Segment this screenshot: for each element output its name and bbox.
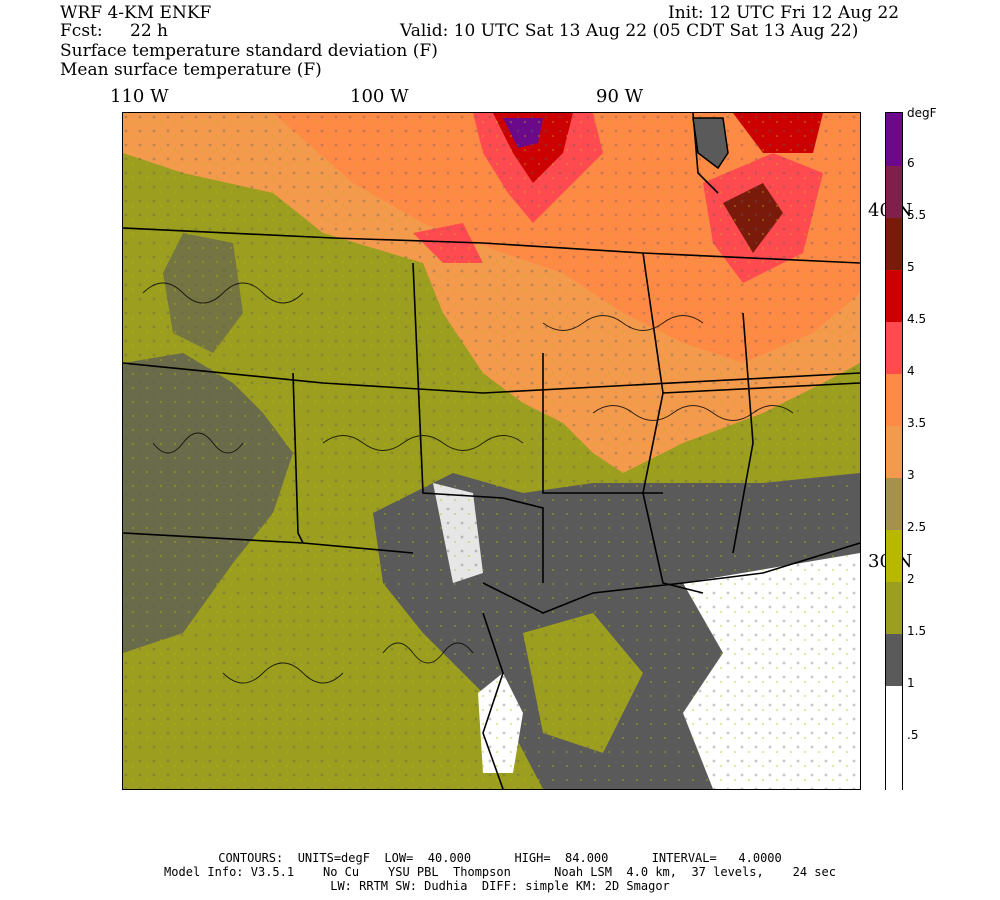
contour-2 xyxy=(152,432,244,454)
colorbar-tick-label: 4 xyxy=(907,364,915,378)
boundaries xyxy=(123,113,860,789)
field-title-mean: Mean surface temperature (F) xyxy=(60,60,322,80)
colorbar-segment xyxy=(886,113,902,166)
contour-3 xyxy=(322,435,524,451)
boundary-line-2 xyxy=(123,362,860,394)
colorbar-segment xyxy=(886,425,902,478)
model-title: WRF 4-KM ENKF xyxy=(60,3,212,23)
contour-5 xyxy=(592,405,794,421)
footer-contours: CONTOURS: UNITS=degF LOW= 40.000 HIGH= 8… xyxy=(218,851,782,865)
colorbar-segment xyxy=(886,737,902,790)
lake-michigan xyxy=(692,117,729,170)
colorbar-segment xyxy=(886,477,902,530)
colorbar-tick-label: 1 xyxy=(907,676,915,690)
colorbar-segment xyxy=(886,581,902,634)
colorbar-segment xyxy=(886,685,902,738)
boundary-line-9 xyxy=(642,492,704,594)
boundary-line-5 xyxy=(542,353,663,494)
footer-model-info: Model Info: V3.5.1 No Cu YSU PBL Thompso… xyxy=(164,865,836,879)
colorbar-tick-label: 3 xyxy=(907,468,915,482)
valid-time: Valid: 10 UTC Sat 13 Aug 22 (05 CDT Sat … xyxy=(400,21,859,41)
longitude-label-90w: 90 W xyxy=(596,86,644,107)
colorbar-segment xyxy=(886,633,902,686)
colorbar-tick-label: 3.5 xyxy=(907,416,927,430)
colorbar-tick-label: 6 xyxy=(907,156,915,170)
contour-1 xyxy=(142,282,304,304)
colorbar-segment xyxy=(886,529,902,582)
colorbar-segment xyxy=(886,373,902,426)
boundary-line-10 xyxy=(732,312,754,554)
footer-physics: LW: RRTM SW: Dudhia DIFF: simple KM: 2D … xyxy=(330,879,670,893)
colorbar-segment xyxy=(886,165,902,218)
boundary-line-3 xyxy=(292,372,304,544)
boundary-line-8 xyxy=(662,382,860,394)
contour-6 xyxy=(222,662,344,684)
boundary-line-4 xyxy=(412,262,544,583)
colorbar-tick-label: 2 xyxy=(907,572,915,586)
contour-4 xyxy=(542,315,704,331)
colorbar-segment xyxy=(886,217,902,270)
boundary-line-1 xyxy=(123,227,860,264)
colorbar-units: degF xyxy=(907,106,937,120)
boundary-line-6 xyxy=(123,532,414,554)
colorbar xyxy=(885,112,903,790)
texture-overlay xyxy=(123,113,860,789)
forecast-hour: 22 h xyxy=(130,21,168,41)
colorbar-segment xyxy=(886,269,902,322)
colorbar-tick-label: 1.5 xyxy=(907,624,927,638)
longitude-label-110w: 110 W xyxy=(110,86,169,107)
coastline xyxy=(482,542,860,614)
colorbar-tick-label: 2.5 xyxy=(907,520,927,534)
longitude-label-100w: 100 W xyxy=(350,86,409,107)
map-graphic xyxy=(123,113,860,789)
colorbar-tick-label: 4.5 xyxy=(907,312,927,326)
colorbar-tick-label: 5 xyxy=(907,260,915,274)
colorbar-segment xyxy=(886,321,902,374)
contours xyxy=(142,282,794,684)
map-panel xyxy=(122,112,861,790)
colorbar-tick-label: .5 xyxy=(907,728,919,742)
boundary-line-11 xyxy=(482,612,504,789)
init-time: Init: 12 UTC Fri 12 Aug 22 xyxy=(668,3,900,23)
contour-7 xyxy=(382,642,474,664)
forecast-label: Fcst: xyxy=(60,21,103,41)
colorbar-tick-label: 5.5 xyxy=(907,208,927,222)
field-title-stddev: Surface temperature standard deviation (… xyxy=(60,41,438,61)
